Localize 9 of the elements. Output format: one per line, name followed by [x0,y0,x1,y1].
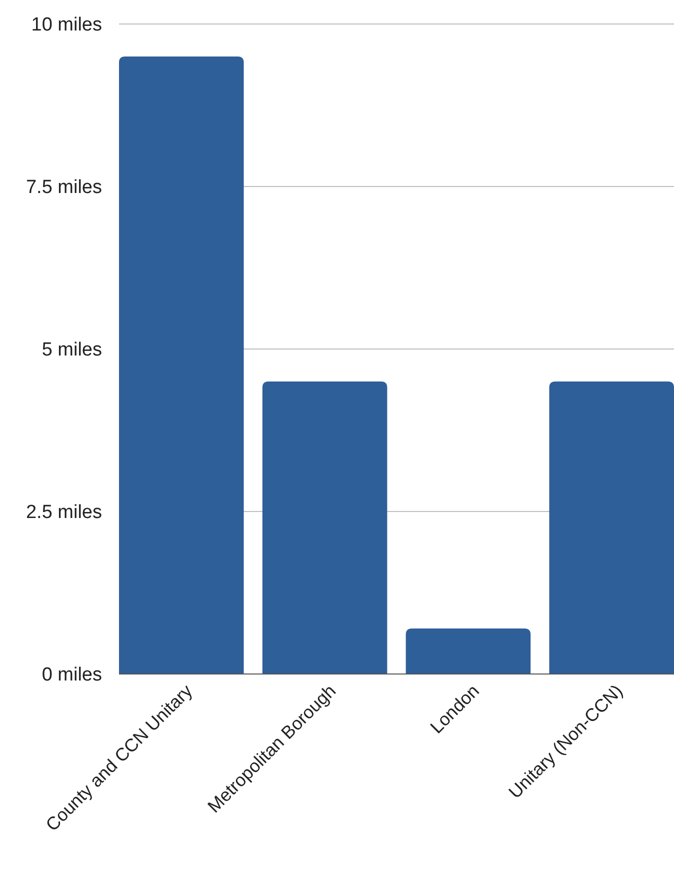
bar [406,628,531,674]
y-tick-label: 5 miles [42,340,102,361]
bar [119,56,244,674]
y-tick-label: 0 miles [42,664,102,686]
y-tick-label: 2.5 miles [26,502,102,524]
bar [549,382,674,674]
bar [262,382,388,674]
y-tick-label: 10 miles [31,14,102,36]
y-tick-label: 7.5 miles [26,177,102,198]
